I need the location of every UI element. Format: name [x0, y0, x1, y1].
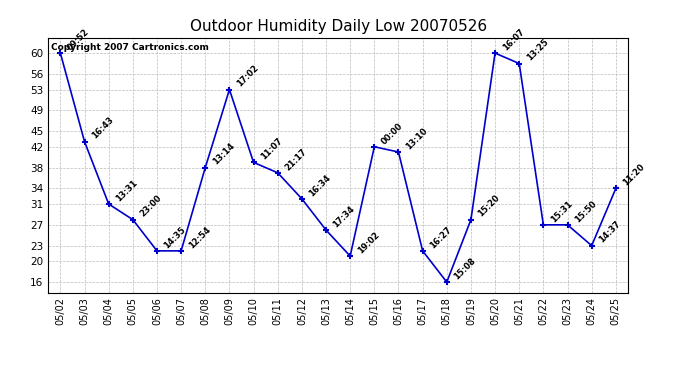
- Text: 16:27: 16:27: [428, 225, 453, 250]
- Text: 12:54: 12:54: [187, 225, 212, 250]
- Text: 13:25: 13:25: [525, 38, 550, 63]
- Text: Copyright 2007 Cartronics.com: Copyright 2007 Cartronics.com: [51, 43, 209, 52]
- Text: 23:00: 23:00: [139, 194, 164, 219]
- Text: 11:20: 11:20: [622, 162, 647, 188]
- Text: 16:07: 16:07: [501, 27, 526, 52]
- Text: 00:00: 00:00: [380, 121, 405, 146]
- Text: 11:07: 11:07: [259, 136, 284, 162]
- Text: 15:50: 15:50: [573, 199, 598, 224]
- Text: 15:08: 15:08: [453, 256, 477, 281]
- Text: 16:34: 16:34: [308, 173, 333, 198]
- Text: 14:35: 14:35: [163, 225, 188, 250]
- Text: 15:20: 15:20: [477, 194, 502, 219]
- Text: 17:34: 17:34: [332, 204, 357, 229]
- Text: 13:14: 13:14: [211, 141, 236, 167]
- Text: 16:43: 16:43: [90, 116, 115, 141]
- Title: Outdoor Humidity Daily Low 20070526: Outdoor Humidity Daily Low 20070526: [190, 18, 486, 33]
- Text: 13:10: 13:10: [404, 126, 429, 151]
- Text: 17:02: 17:02: [235, 64, 260, 89]
- Text: 09:52: 09:52: [66, 27, 91, 52]
- Text: 13:31: 13:31: [115, 178, 139, 203]
- Text: 19:02: 19:02: [356, 230, 381, 255]
- Text: 21:17: 21:17: [284, 147, 308, 172]
- Text: 14:37: 14:37: [598, 220, 622, 245]
- Text: 15:31: 15:31: [549, 199, 574, 224]
